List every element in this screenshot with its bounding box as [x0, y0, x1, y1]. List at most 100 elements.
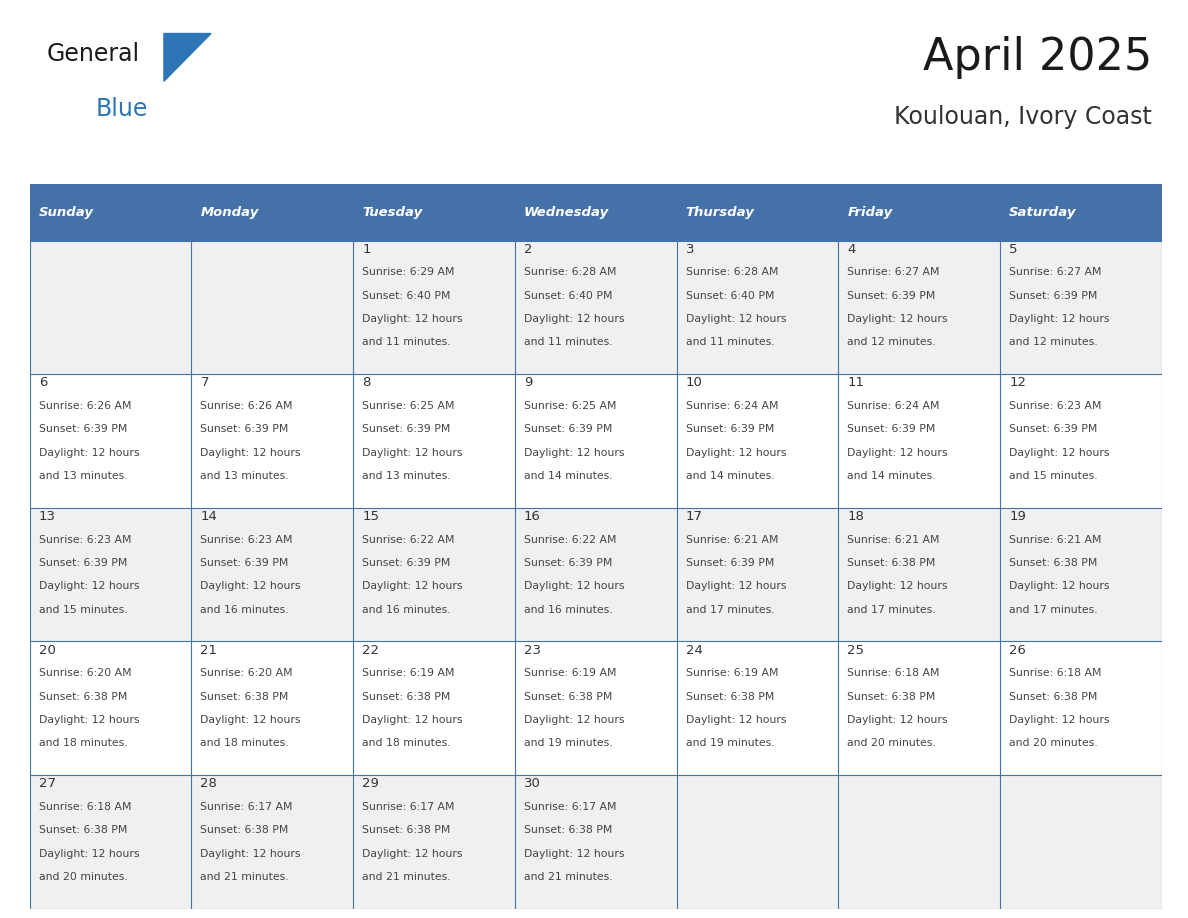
Text: Sunrise: 6:27 AM: Sunrise: 6:27 AM — [847, 267, 940, 277]
Text: 13: 13 — [39, 510, 56, 523]
Text: Sunset: 6:39 PM: Sunset: 6:39 PM — [847, 291, 936, 300]
Text: 8: 8 — [362, 376, 371, 389]
Text: Daylight: 12 hours: Daylight: 12 hours — [685, 715, 786, 725]
Text: and 20 minutes.: and 20 minutes. — [39, 872, 127, 882]
Text: Daylight: 12 hours: Daylight: 12 hours — [847, 448, 948, 458]
Text: Sunset: 6:38 PM: Sunset: 6:38 PM — [685, 691, 775, 701]
Text: and 15 minutes.: and 15 minutes. — [39, 605, 127, 615]
Text: Daylight: 12 hours: Daylight: 12 hours — [524, 715, 625, 725]
Text: 15: 15 — [362, 510, 379, 523]
Text: Sunday: Sunday — [39, 206, 94, 218]
Text: Sunrise: 6:18 AM: Sunrise: 6:18 AM — [1009, 668, 1101, 678]
Text: Koulouan, Ivory Coast: Koulouan, Ivory Coast — [895, 105, 1152, 129]
Text: Sunrise: 6:19 AM: Sunrise: 6:19 AM — [524, 668, 617, 678]
Text: and 19 minutes.: and 19 minutes. — [685, 738, 775, 748]
Text: and 17 minutes.: and 17 minutes. — [847, 605, 936, 615]
Text: Sunset: 6:38 PM: Sunset: 6:38 PM — [847, 691, 936, 701]
Text: and 14 minutes.: and 14 minutes. — [524, 471, 613, 481]
Text: Sunset: 6:39 PM: Sunset: 6:39 PM — [362, 558, 450, 568]
Text: Daylight: 12 hours: Daylight: 12 hours — [524, 448, 625, 458]
Text: Daylight: 12 hours: Daylight: 12 hours — [524, 314, 625, 324]
Text: Sunrise: 6:24 AM: Sunrise: 6:24 AM — [847, 401, 940, 411]
Text: Sunset: 6:38 PM: Sunset: 6:38 PM — [524, 825, 612, 835]
Text: Sunrise: 6:21 AM: Sunrise: 6:21 AM — [685, 534, 778, 544]
Text: and 12 minutes.: and 12 minutes. — [1009, 338, 1098, 347]
Text: and 16 minutes.: and 16 minutes. — [201, 605, 289, 615]
Text: Daylight: 12 hours: Daylight: 12 hours — [362, 314, 463, 324]
Text: 20: 20 — [39, 644, 56, 656]
Text: Daylight: 12 hours: Daylight: 12 hours — [847, 715, 948, 725]
Text: 25: 25 — [847, 644, 865, 656]
Text: and 21 minutes.: and 21 minutes. — [524, 872, 613, 882]
Text: and 11 minutes.: and 11 minutes. — [685, 338, 775, 347]
Text: Sunrise: 6:23 AM: Sunrise: 6:23 AM — [39, 534, 131, 544]
Text: Sunset: 6:40 PM: Sunset: 6:40 PM — [685, 291, 775, 300]
Text: Daylight: 12 hours: Daylight: 12 hours — [685, 581, 786, 591]
Text: Sunrise: 6:18 AM: Sunrise: 6:18 AM — [39, 802, 131, 812]
Text: Daylight: 12 hours: Daylight: 12 hours — [39, 715, 139, 725]
Text: Sunrise: 6:26 AM: Sunrise: 6:26 AM — [39, 401, 131, 411]
Text: Sunrise: 6:25 AM: Sunrise: 6:25 AM — [524, 401, 617, 411]
Text: Daylight: 12 hours: Daylight: 12 hours — [847, 581, 948, 591]
Bar — [30, 508, 1162, 642]
Text: Sunset: 6:39 PM: Sunset: 6:39 PM — [1009, 424, 1098, 434]
Text: Sunset: 6:38 PM: Sunset: 6:38 PM — [201, 825, 289, 835]
Text: Daylight: 12 hours: Daylight: 12 hours — [201, 715, 301, 725]
Text: Sunset: 6:39 PM: Sunset: 6:39 PM — [39, 424, 127, 434]
Text: Daylight: 12 hours: Daylight: 12 hours — [362, 581, 463, 591]
Text: and 15 minutes.: and 15 minutes. — [1009, 471, 1098, 481]
Text: and 18 minutes.: and 18 minutes. — [362, 738, 451, 748]
Text: and 20 minutes.: and 20 minutes. — [847, 738, 936, 748]
Text: Sunrise: 6:17 AM: Sunrise: 6:17 AM — [362, 802, 455, 812]
Text: and 13 minutes.: and 13 minutes. — [362, 471, 451, 481]
Text: Daylight: 12 hours: Daylight: 12 hours — [39, 448, 139, 458]
Text: Sunrise: 6:21 AM: Sunrise: 6:21 AM — [847, 534, 940, 544]
Text: Daylight: 12 hours: Daylight: 12 hours — [1009, 448, 1110, 458]
Text: Thursday: Thursday — [685, 206, 754, 218]
Text: Sunset: 6:38 PM: Sunset: 6:38 PM — [847, 558, 936, 568]
Bar — [30, 241, 1162, 375]
Text: Sunrise: 6:22 AM: Sunrise: 6:22 AM — [524, 534, 617, 544]
Text: Sunset: 6:39 PM: Sunset: 6:39 PM — [524, 558, 612, 568]
Text: 14: 14 — [201, 510, 217, 523]
Text: Sunset: 6:39 PM: Sunset: 6:39 PM — [201, 424, 289, 434]
Text: 30: 30 — [524, 778, 541, 790]
Text: Sunset: 6:40 PM: Sunset: 6:40 PM — [362, 291, 450, 300]
Bar — [30, 184, 191, 241]
Text: Blue: Blue — [95, 96, 147, 121]
Text: and 20 minutes.: and 20 minutes. — [1009, 738, 1098, 748]
Text: and 11 minutes.: and 11 minutes. — [524, 338, 613, 347]
Text: Sunset: 6:39 PM: Sunset: 6:39 PM — [39, 558, 127, 568]
Text: Daylight: 12 hours: Daylight: 12 hours — [201, 848, 301, 858]
Text: 12: 12 — [1009, 376, 1026, 389]
Text: and 18 minutes.: and 18 minutes. — [39, 738, 127, 748]
Text: Sunset: 6:39 PM: Sunset: 6:39 PM — [685, 558, 775, 568]
Text: Sunset: 6:38 PM: Sunset: 6:38 PM — [1009, 558, 1098, 568]
Text: Sunrise: 6:27 AM: Sunrise: 6:27 AM — [1009, 267, 1101, 277]
Text: Sunrise: 6:22 AM: Sunrise: 6:22 AM — [362, 534, 455, 544]
Text: Wednesday: Wednesday — [524, 206, 609, 218]
Text: Sunrise: 6:19 AM: Sunrise: 6:19 AM — [685, 668, 778, 678]
Text: Sunset: 6:38 PM: Sunset: 6:38 PM — [39, 825, 127, 835]
Text: Daylight: 12 hours: Daylight: 12 hours — [685, 314, 786, 324]
Text: 5: 5 — [1009, 242, 1018, 256]
Text: Daylight: 12 hours: Daylight: 12 hours — [847, 314, 948, 324]
Text: Daylight: 12 hours: Daylight: 12 hours — [1009, 581, 1110, 591]
Text: Daylight: 12 hours: Daylight: 12 hours — [362, 448, 463, 458]
Text: Sunrise: 6:18 AM: Sunrise: 6:18 AM — [847, 668, 940, 678]
Text: Sunset: 6:39 PM: Sunset: 6:39 PM — [847, 424, 936, 434]
Text: 24: 24 — [685, 644, 702, 656]
Text: 22: 22 — [362, 644, 379, 656]
Text: Sunset: 6:40 PM: Sunset: 6:40 PM — [524, 291, 613, 300]
Text: 7: 7 — [201, 376, 209, 389]
Text: Sunrise: 6:25 AM: Sunrise: 6:25 AM — [362, 401, 455, 411]
Text: Daylight: 12 hours: Daylight: 12 hours — [685, 448, 786, 458]
Text: Sunrise: 6:20 AM: Sunrise: 6:20 AM — [201, 668, 293, 678]
Bar — [677, 184, 839, 241]
Text: 27: 27 — [39, 778, 56, 790]
Text: and 14 minutes.: and 14 minutes. — [685, 471, 775, 481]
Text: 9: 9 — [524, 376, 532, 389]
Text: Sunrise: 6:28 AM: Sunrise: 6:28 AM — [524, 267, 617, 277]
Text: and 13 minutes.: and 13 minutes. — [201, 471, 289, 481]
Text: Daylight: 12 hours: Daylight: 12 hours — [1009, 314, 1110, 324]
